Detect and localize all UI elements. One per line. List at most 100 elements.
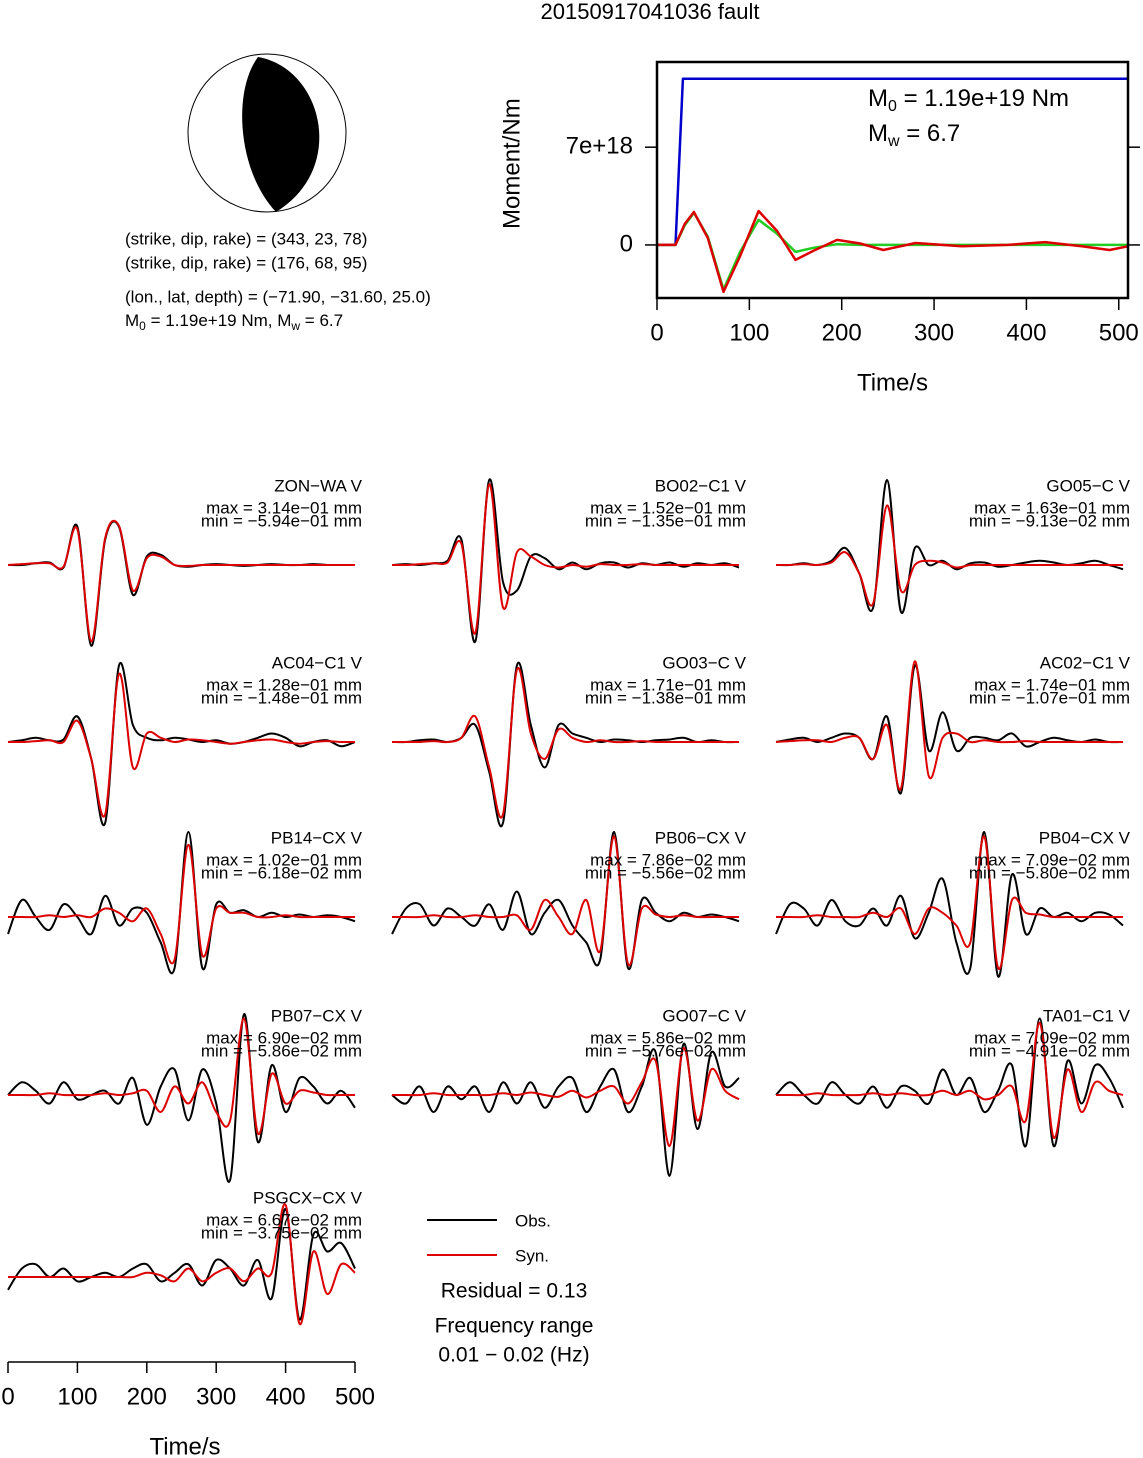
max-amplitude: max = 1.02e−01 mm [206, 850, 362, 869]
symbol: M [277, 311, 291, 330]
y-axis-label: Moment/Nm [498, 98, 525, 229]
max-amplitude: max = 1.63e−01 mm [974, 498, 1130, 517]
waveform [775, 1021, 1124, 1139]
max-amplitude: max = 6.67e−02 mm [206, 1210, 362, 1229]
legend-label: Obs. [515, 1211, 551, 1230]
figure-title: 20150917041036 fault [541, 0, 760, 24]
min-amplitude: min = −3.75e−02 mm [201, 1223, 362, 1242]
station-name: GO05−C V [1046, 476, 1130, 495]
waveform [7, 519, 355, 643]
x-axis-label: Time/s [149, 1433, 220, 1458]
subscript: w [290, 319, 300, 333]
waveform [776, 835, 1123, 970]
station-name: AC02−C1 V [1040, 653, 1131, 672]
max-amplitude: max = 7.09e−02 mm [974, 1028, 1130, 1047]
annotation: M0 = 1.19e+19 Nm [868, 85, 1069, 115]
station-name: TA01−C1 V [1043, 1006, 1131, 1025]
y-tick-label: 7e+18 [566, 133, 633, 160]
station-name: GO07−C V [662, 1006, 746, 1025]
subscript: w [887, 133, 900, 150]
waveform [392, 835, 739, 967]
station-name: PB04−CX V [1039, 828, 1131, 847]
plot-frame [655, 60, 1130, 300]
moment-line [657, 211, 1128, 291]
waveform [775, 830, 1124, 978]
text: = 1.19e+19 Nm [897, 85, 1069, 112]
x-tick-label: 200 [127, 1383, 167, 1410]
symbol: M [125, 311, 139, 330]
min-amplitude: min = −5.94e−01 mm [201, 511, 362, 530]
waveform [391, 1042, 740, 1177]
waveform [391, 1047, 740, 1148]
x-tick-label: 400 [1006, 319, 1046, 346]
max-amplitude: max = 5.86e−02 mm [590, 1028, 746, 1047]
subscript: 0 [139, 319, 146, 333]
waveform [7, 1013, 356, 1183]
waveform [8, 1203, 356, 1325]
frequency-range: 0.01 − 0.02 (Hz) [438, 1344, 589, 1367]
max-amplitude: max = 7.09e−02 mm [974, 850, 1130, 869]
x-tick-label: 100 [57, 1383, 97, 1410]
station-name: BO02−C1 V [655, 476, 747, 495]
waveform [7, 661, 356, 827]
max-amplitude: max = 1.74e−01 mm [974, 675, 1130, 694]
symbol: M [868, 120, 888, 147]
location: (lon., lat, depth) = (−71.90, −31.60, 25… [125, 287, 431, 306]
x-axis-label: Time/s [857, 369, 928, 396]
nodal-plane: (strike, dip, rake) = (176, 68, 95) [125, 253, 367, 272]
max-amplitude: max = 7.86e−02 mm [590, 850, 746, 869]
x-tick-label: 500 [1099, 319, 1139, 346]
waveform [7, 1017, 355, 1136]
station-name: PB06−CX V [655, 828, 747, 847]
beachball-compression [242, 57, 320, 212]
frequency-range: Frequency range [435, 1315, 594, 1338]
max-amplitude: max = 1.28e−01 mm [206, 675, 362, 694]
waveform [7, 672, 356, 818]
station-name: PB07−CX V [271, 1006, 363, 1025]
x-tick-label: 400 [266, 1383, 306, 1410]
x-tick-label: 200 [822, 319, 862, 346]
waveform [775, 660, 1123, 791]
text: = 1.19e+19 Nm, [146, 311, 277, 330]
max-amplitude: max = 1.52e−01 mm [590, 498, 746, 517]
x-tick-label: 100 [729, 319, 769, 346]
waveform [8, 843, 355, 965]
max-amplitude: max = 1.71e−01 mm [590, 675, 746, 694]
waveform [775, 664, 1124, 795]
waveform [7, 520, 355, 647]
waveform [7, 1207, 356, 1321]
subscript: 0 [888, 98, 897, 115]
moment-line: M0 = 1.19e+19 Nm, Mw = 6.7 [125, 311, 343, 333]
text: = 6.7 [900, 120, 961, 147]
y-tick-label: 0 [620, 230, 633, 257]
station-name: PB14−CX V [271, 828, 363, 847]
x-tick-label: 0 [650, 319, 663, 346]
min-amplitude: min = −5.86e−02 mm [201, 1041, 362, 1060]
waveform [391, 666, 739, 819]
min-amplitude: min = −5.80e−02 mm [969, 863, 1130, 882]
station-name: GO03−C V [662, 653, 746, 672]
station-name: AC04−C1 V [272, 653, 363, 672]
annotation: Mw = 6.7 [868, 120, 960, 150]
x-tick-label: 500 [335, 1383, 375, 1410]
x-tick-label: 0 [1, 1383, 14, 1410]
text: = 6.7 [300, 311, 343, 330]
max-amplitude: max = 6.90e−02 mm [206, 1028, 362, 1047]
min-amplitude: min = −5.76e−02 mm [585, 1041, 746, 1060]
min-amplitude: min = −1.35e−01 mm [585, 511, 746, 530]
waveform [391, 483, 739, 635]
symbol: M [868, 85, 888, 112]
waveform [7, 830, 356, 975]
waveform [775, 504, 1123, 607]
min-amplitude: min = −6.18e−02 mm [201, 863, 362, 882]
min-amplitude: min = −1.07e−01 mm [969, 688, 1130, 707]
nodal-plane: (strike, dip, rake) = (343, 23, 78) [125, 229, 367, 248]
min-amplitude: min = −4.91e−02 mm [969, 1041, 1130, 1060]
min-amplitude: min = −5.56e−02 mm [585, 863, 746, 882]
moment-line [657, 209, 1129, 294]
station-name: ZON−WA V [274, 476, 362, 495]
residual: Residual = 0.13 [441, 1280, 588, 1303]
x-tick-label: 300 [914, 319, 954, 346]
min-amplitude: min = −1.48e−01 mm [201, 688, 362, 707]
